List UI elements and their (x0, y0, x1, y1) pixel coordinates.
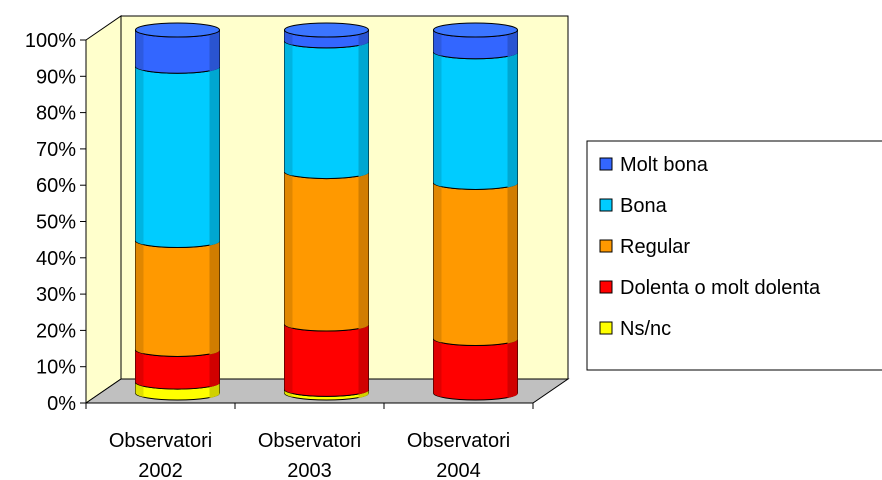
bar-series (135, 22, 518, 401)
x-category-label: Observatori (407, 430, 510, 452)
bar-segment-body (135, 66, 220, 249)
y-tick-label: 70% (36, 139, 76, 161)
legend-swatch (599, 239, 613, 253)
y-tick-label: 40% (36, 248, 76, 270)
bar-segment (284, 40, 369, 180)
bar-segment-shade (507, 30, 518, 57)
bar-top-cap (433, 22, 518, 38)
bar-segment-shade (433, 338, 442, 397)
bar-segment-shade (135, 66, 144, 245)
bar-segment (135, 29, 220, 74)
bar-top-cap (284, 22, 369, 38)
bar-segment-shade (358, 171, 369, 330)
legend-swatch (599, 198, 613, 212)
bar-segment (433, 338, 518, 401)
y-tick-label: 20% (36, 320, 76, 342)
legend-label: Molt bona (620, 154, 709, 176)
x-category-label: 2003 (287, 460, 332, 480)
y-tick-label: 0% (47, 393, 76, 415)
bar-segment-body (135, 240, 220, 357)
bar-segment (135, 66, 220, 249)
bar-segment-body (433, 182, 518, 347)
bar-segment-shade (433, 30, 442, 56)
legend-label: Dolenta o molt dolenta (620, 277, 821, 299)
bar-segment-shade (135, 30, 144, 71)
x-category-label: 2002 (138, 460, 183, 480)
bar-segment-shade (358, 40, 369, 177)
bar-segment-shade (209, 66, 220, 246)
legend-swatch (599, 280, 613, 294)
bar-segment (284, 323, 369, 397)
bar-segment-shade (209, 240, 220, 355)
bar-segment-shade (135, 240, 144, 354)
legend-label: Bona (620, 195, 668, 217)
x-category-label: 2004 (436, 460, 481, 480)
bar-segment-shade (209, 349, 220, 388)
y-tick-label: 80% (36, 103, 76, 125)
y-tick-label: 30% (36, 284, 76, 306)
bar-segment (433, 51, 518, 190)
x-category-label: Observatori (258, 430, 361, 452)
bar-segment (135, 240, 220, 357)
bar-segment-body (284, 40, 369, 180)
legend-swatch (599, 157, 613, 171)
legend-swatch (599, 321, 613, 335)
bar-segment-shade (507, 182, 518, 344)
x-category-label: Observatori (109, 430, 212, 452)
x-axis: Observatori 2002 Observatori 2003 Observator… (85, 403, 534, 480)
bar-segment-shade (135, 349, 144, 387)
bar-segment-body (433, 51, 518, 190)
bar-segment (433, 29, 518, 60)
bar-segment-shade (433, 182, 442, 343)
y-axis: 0% 10% 20% 30% 40% 50% 60% 70% 80% 90% 100% (25, 30, 86, 415)
bar-segment (284, 171, 369, 332)
legend-label: Ns/nc (620, 318, 671, 340)
bar-segment-body (284, 171, 369, 332)
y-tick-label: 90% (36, 66, 76, 88)
bar-top-cap (135, 22, 220, 38)
bar-segment-shade (507, 338, 518, 398)
bar-segment-body (284, 323, 369, 397)
legend: Molt bona Bona Regular Dolenta o molt dolen… (586, 140, 882, 371)
bar-segment-shade (209, 30, 220, 72)
bar-segment-shade (507, 51, 518, 188)
legend-label: Regular (620, 236, 690, 258)
y-tick-label: 100% (25, 30, 76, 52)
side-wall (85, 15, 122, 404)
y-tick-label: 10% (36, 357, 76, 379)
bar-segment-shade (284, 40, 293, 176)
bar-segment-shade (284, 171, 293, 329)
legend-box (586, 140, 882, 371)
bar-segment (135, 349, 220, 390)
bar-segment-shade (284, 324, 293, 394)
bar-segment-shade (433, 51, 442, 187)
bar-segment-body (433, 338, 518, 401)
y-tick-label: 50% (36, 212, 76, 234)
bar-segment-shade (358, 324, 369, 395)
bar-segment (433, 182, 518, 347)
y-tick-label: 60% (36, 175, 76, 197)
